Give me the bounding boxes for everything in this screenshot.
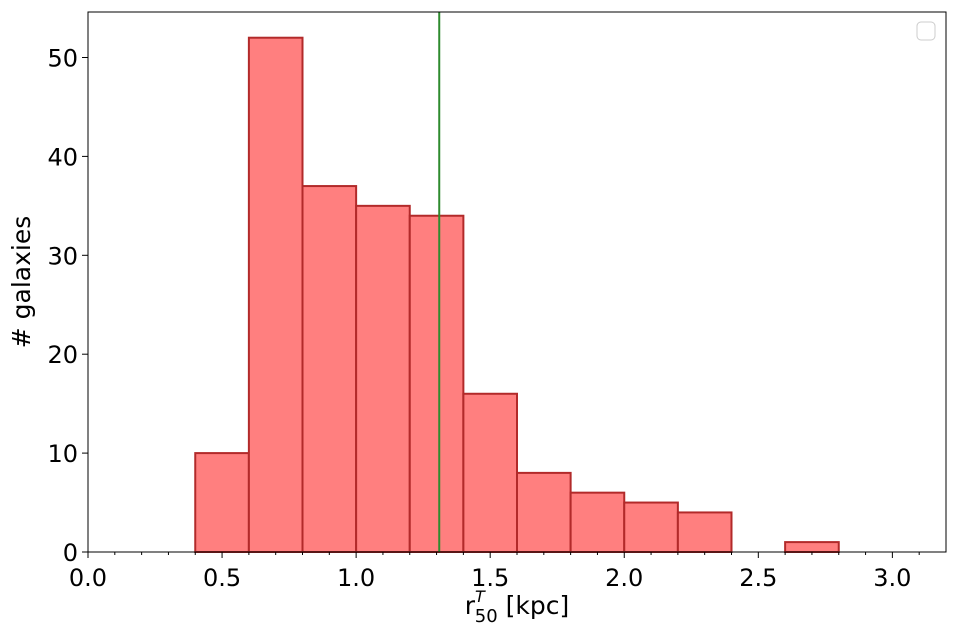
x-tick-label: 0.0 xyxy=(69,564,107,592)
y-tick-label: 30 xyxy=(47,242,78,270)
y-tick-label: 0 xyxy=(63,539,78,567)
histogram-bar xyxy=(301,185,358,553)
histogram-bar xyxy=(462,392,518,553)
histogram-bar xyxy=(516,471,572,553)
histogram-bars xyxy=(194,36,840,554)
x-axis-label-sub: 50 xyxy=(475,606,498,627)
y-tick-label: 10 xyxy=(47,440,78,468)
histogram-bar xyxy=(623,501,679,553)
x-axis-label-base: r xyxy=(465,591,476,620)
x-axis-label: rT 50 [kpc] xyxy=(465,587,570,627)
x-tick-label: 1.0 xyxy=(337,564,375,592)
x-tick-label: 1.5 xyxy=(471,564,509,592)
histogram-bar xyxy=(784,541,840,553)
x-axis-label-sup: T xyxy=(475,587,486,606)
x-tick-label: 0.5 xyxy=(203,564,241,592)
x-axis-label-unit: [kpc] xyxy=(498,591,570,620)
histogram-bar xyxy=(247,36,304,553)
y-axis-label: # galaxies xyxy=(7,216,36,349)
histogram-bar xyxy=(194,452,250,554)
x-tick-label: 2.5 xyxy=(739,564,777,592)
legend-box xyxy=(916,21,936,41)
histogram-bar xyxy=(408,214,465,553)
x-axis: 0.0 0.5 1.0 1.5 2.0 2.5 3.0 xyxy=(69,552,920,592)
x-tick-label: 2.0 xyxy=(605,564,643,592)
x-tick-label: 3.0 xyxy=(873,564,911,592)
y-tick-label: 50 xyxy=(47,44,78,72)
y-axis: 0 10 20 30 40 50 xyxy=(47,44,88,567)
histogram-bar xyxy=(569,491,626,553)
histogram-bar xyxy=(355,204,411,553)
y-tick-label: 40 xyxy=(47,143,78,171)
y-tick-label: 20 xyxy=(47,341,78,369)
histogram-bar xyxy=(676,511,733,554)
